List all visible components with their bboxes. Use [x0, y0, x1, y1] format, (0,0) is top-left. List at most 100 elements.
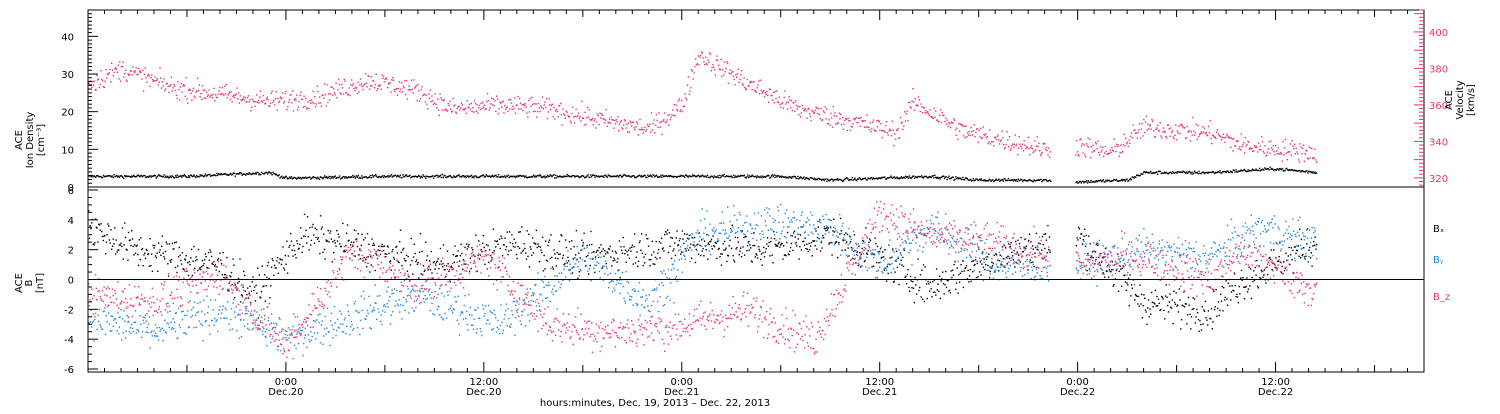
data-point [164, 90, 166, 92]
data-point [212, 174, 214, 177]
data-point [349, 333, 351, 336]
data-point [106, 321, 108, 323]
data-point [95, 298, 98, 301]
data-point [180, 82, 182, 85]
data-point [740, 70, 743, 72]
data-point [615, 175, 617, 178]
data-point [1291, 258, 1293, 261]
data-point [283, 267, 285, 269]
data-point [1145, 311, 1147, 313]
data-point [169, 175, 171, 177]
data-point [799, 234, 802, 236]
data-point [1288, 169, 1291, 171]
data-point [322, 343, 324, 345]
data-point [885, 124, 887, 127]
data-point [430, 250, 432, 253]
data-point [763, 256, 766, 258]
data-point [524, 103, 526, 105]
data-point [175, 241, 177, 243]
data-point [451, 176, 453, 179]
data-point [1001, 246, 1004, 248]
data-point [806, 177, 809, 180]
data-point [535, 229, 538, 232]
data-point [324, 175, 326, 177]
data-point [907, 120, 909, 122]
data-point [429, 309, 432, 312]
data-point [988, 277, 991, 279]
data-point [88, 237, 91, 240]
data-point [636, 251, 638, 253]
data-point [714, 176, 717, 178]
data-point [1137, 131, 1139, 134]
data-point [1130, 295, 1132, 297]
data-point [351, 176, 353, 178]
data-point [687, 249, 690, 251]
data-point [214, 299, 217, 301]
data-point [840, 123, 843, 126]
data-point [194, 301, 196, 303]
data-point [115, 67, 117, 69]
data-point [905, 113, 907, 115]
data-point [394, 90, 396, 93]
data-point [263, 274, 266, 276]
data-point [585, 123, 587, 125]
data-point [1215, 172, 1218, 174]
data-point [415, 175, 417, 178]
data-point [498, 176, 501, 178]
data-point [1315, 172, 1318, 174]
data-point [1016, 251, 1018, 254]
data-point [1176, 130, 1179, 132]
data-point [887, 134, 889, 136]
data-point [327, 101, 329, 104]
data-point [815, 230, 817, 232]
data-point [998, 260, 1001, 262]
data-point [388, 176, 390, 178]
data-point [916, 176, 918, 179]
data-point [188, 175, 190, 177]
data-point [350, 241, 353, 243]
data-point [640, 176, 642, 178]
data-point [382, 245, 384, 248]
data-point [196, 259, 198, 261]
data-point [1302, 170, 1305, 173]
data-point [932, 281, 934, 283]
data-point [495, 317, 497, 319]
data-point [957, 178, 960, 180]
data-point [110, 62, 113, 64]
data-point [989, 270, 991, 273]
data-point [1103, 152, 1106, 154]
data-point [477, 106, 480, 109]
data-point [426, 103, 428, 105]
data-point [869, 178, 871, 180]
data-point [644, 253, 647, 256]
data-point [108, 71, 110, 74]
data-point [1241, 170, 1243, 172]
data-point [343, 250, 345, 253]
data-point [123, 244, 125, 246]
data-point [868, 241, 870, 244]
data-point [427, 108, 429, 110]
data-point [583, 232, 585, 234]
data-point [343, 331, 345, 333]
data-point [1170, 307, 1173, 309]
data-point [1184, 171, 1186, 173]
data-point [483, 315, 485, 317]
data-point [681, 111, 684, 113]
data-point [131, 327, 134, 329]
data-point [964, 177, 967, 179]
data-point [381, 74, 383, 76]
data-point [97, 175, 100, 177]
data-point [659, 126, 662, 128]
data-point [819, 250, 822, 252]
data-point [985, 263, 987, 266]
data-point [1084, 154, 1086, 156]
data-point [223, 173, 225, 175]
data-point [320, 228, 323, 230]
data-point [391, 176, 394, 178]
data-point [893, 176, 896, 178]
data-point [958, 123, 960, 125]
data-point [954, 178, 956, 180]
data-point [135, 245, 137, 247]
data-point [120, 175, 122, 177]
data-point [190, 257, 192, 259]
